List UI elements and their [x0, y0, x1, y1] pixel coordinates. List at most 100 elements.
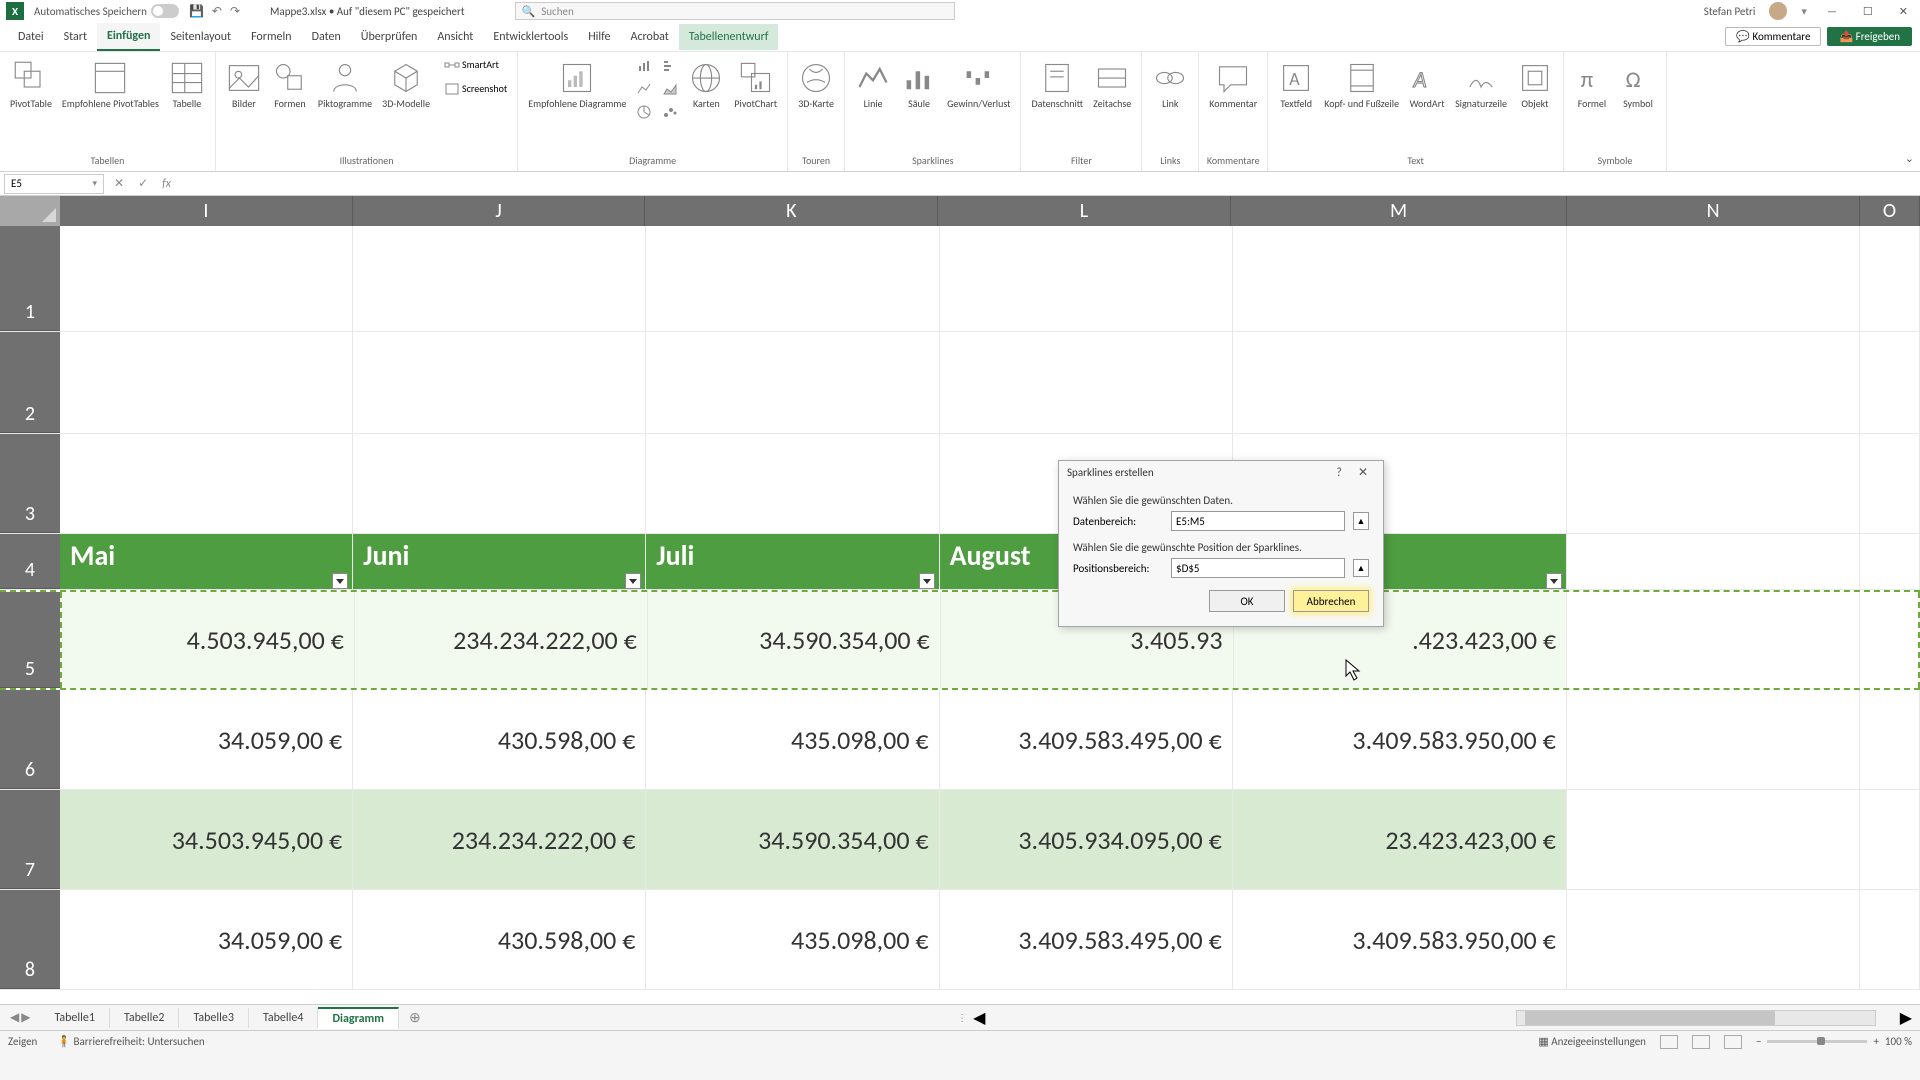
row-2[interactable]: 2 [0, 332, 60, 433]
cell[interactable]: 34.590.354,00 € [646, 790, 939, 889]
stab-2[interactable]: Tabelle2 [110, 1008, 180, 1028]
tool-karten[interactable]: Karten [684, 56, 728, 113]
name-box[interactable]: E5▾ [4, 174, 104, 194]
tool-saule[interactable]: Säule [897, 56, 941, 113]
cell[interactable]: 234.234.222,00 € [355, 592, 648, 688]
cell[interactable]: 34.503.945,00 € [60, 790, 353, 889]
chart-type-1[interactable] [632, 56, 656, 78]
ribbon-options-icon[interactable]: ▾ [1801, 5, 1807, 18]
chart-type-2[interactable] [632, 79, 656, 101]
split-icon[interactable]: ⋮ [957, 1011, 967, 1024]
row-7[interactable]: 7 [0, 790, 60, 889]
tool-tabelle[interactable]: Tabelle [165, 56, 209, 113]
chart-type-6[interactable] [658, 102, 682, 124]
view-pagebreak-icon[interactable] [1724, 1035, 1742, 1049]
tool-linie[interactable]: Linie [851, 56, 895, 113]
tool-wordart[interactable]: AWordArt [1405, 56, 1449, 113]
tab-prev-icon[interactable]: ◀ [10, 1010, 19, 1025]
close-icon[interactable]: ✕ [1351, 465, 1375, 480]
tool-pivottable[interactable]: PivotTable [6, 56, 56, 113]
formula-input[interactable] [175, 174, 1920, 194]
cell[interactable]: 3.409.583.950,00 € [1233, 690, 1567, 789]
range-select-icon[interactable]: ▲ [1353, 512, 1369, 530]
row-3[interactable]: 3 [0, 434, 60, 533]
view-normal-icon[interactable] [1660, 1035, 1678, 1049]
add-sheet-icon[interactable]: ⊕ [399, 1009, 431, 1026]
cell[interactable]: 23.423.423,00 € [1233, 790, 1567, 889]
tab-entwickler[interactable]: Entwicklertools [483, 24, 578, 50]
cell[interactable]: 234.234.222,00 € [353, 790, 646, 889]
zoom-level[interactable]: 100 % [1885, 1035, 1912, 1048]
scroll-right-icon[interactable]: ▶ [1900, 1008, 1912, 1028]
col-M[interactable]: M [1231, 196, 1567, 226]
tool-objekt[interactable]: Objekt [1513, 56, 1557, 113]
tool-link[interactable]: Link [1148, 56, 1192, 113]
chart-type-4[interactable] [658, 56, 682, 78]
tool-piktogramme[interactable]: Piktogramme [314, 56, 376, 113]
tool-formel[interactable]: πFormel [1570, 56, 1614, 113]
tab-start[interactable]: Start [54, 24, 97, 50]
positionsbereich-input[interactable] [1171, 558, 1345, 578]
row-6[interactable]: 6 [0, 690, 60, 789]
tab-tabellenentwurf[interactable]: Tabellenentwurf [679, 24, 779, 50]
maximize-button[interactable]: ☐ [1857, 5, 1879, 18]
row-5[interactable]: 5 [0, 592, 60, 688]
tool-pivotchart[interactable]: PivotChart [730, 56, 781, 113]
filter-icon[interactable] [625, 573, 641, 589]
view-pagelayout-icon[interactable] [1692, 1035, 1710, 1049]
cancel-button[interactable]: Abbrechen [1293, 590, 1369, 612]
cell[interactable]: 435.098,00 € [646, 890, 939, 989]
autosave-toggle[interactable] [151, 4, 179, 18]
row-8[interactable]: 8 [0, 890, 60, 989]
tab-uberprufen[interactable]: Überprüfen [351, 24, 428, 50]
col-J[interactable]: J [353, 196, 646, 226]
cell[interactable]: 4.503.945,00 € [60, 592, 355, 688]
tool-empf-diag[interactable]: Empfohlene Diagramme [524, 56, 630, 113]
tool-kommentar[interactable]: Kommentar [1205, 56, 1261, 113]
tab-seitenlayout[interactable]: Seitenlayout [160, 24, 241, 50]
enter-icon[interactable]: ✓ [134, 176, 152, 191]
cell[interactable]: 3.409.583.495,00 € [940, 890, 1233, 989]
row-4[interactable]: 4 [0, 534, 60, 589]
close-button[interactable]: ✕ [1893, 5, 1914, 18]
col-L[interactable]: L [938, 196, 1231, 226]
tool-smartart[interactable]: SmartArt [440, 56, 511, 78]
zoom-out-icon[interactable]: − [1756, 1035, 1761, 1048]
avatar[interactable] [1769, 2, 1787, 20]
zoom-control[interactable]: − + 100 % [1756, 1035, 1912, 1048]
cell[interactable]: 3.409.583.495,00 € [940, 690, 1233, 789]
search-box[interactable]: 🔍 Suchen [515, 2, 955, 20]
chart-type-3[interactable] [632, 102, 656, 124]
row-1[interactable]: 1 [0, 226, 60, 331]
zoom-in-icon[interactable]: + [1873, 1035, 1878, 1048]
tab-hilfe[interactable]: Hilfe [578, 24, 620, 50]
tool-zeitachse[interactable]: Zeitachse [1089, 56, 1135, 113]
tool-sig[interactable]: Signaturzeile [1451, 56, 1511, 113]
tool-gewinn[interactable]: Gewinn/Verlust [943, 56, 1014, 113]
filter-icon[interactable] [919, 573, 935, 589]
stab-4[interactable]: Tabelle4 [249, 1008, 319, 1028]
cell[interactable]: 430.598,00 € [353, 690, 646, 789]
cell[interactable]: 430.598,00 € [353, 890, 646, 989]
filter-icon[interactable] [1546, 573, 1562, 589]
select-all[interactable] [0, 196, 60, 226]
ok-button[interactable]: OK [1209, 590, 1285, 612]
tool-symbol[interactable]: ΩSymbol [1616, 56, 1660, 113]
tool-datenschnitt[interactable]: Datenschnitt [1027, 56, 1087, 113]
hdr-juli[interactable]: Juli [646, 534, 939, 589]
tab-formeln[interactable]: Formeln [241, 24, 301, 50]
databereich-input[interactable] [1171, 511, 1345, 531]
tab-daten[interactable]: Daten [302, 24, 351, 50]
tab-einfugen[interactable]: Einfügen [97, 23, 160, 51]
cell[interactable]: 3.409.583.950,00 € [1233, 890, 1567, 989]
cell[interactable]: 34.059,00 € [60, 890, 353, 989]
tool-formen[interactable]: Formen [268, 56, 312, 113]
cell[interactable]: 435.098,00 € [646, 690, 939, 789]
tab-datei[interactable]: Datei [8, 24, 54, 50]
stab-diagramm[interactable]: Diagramm [318, 1007, 399, 1029]
stab-1[interactable]: Tabelle1 [40, 1008, 110, 1028]
fx-icon[interactable]: fx [158, 177, 175, 191]
col-N[interactable]: N [1567, 196, 1860, 226]
tool-empf-pivot[interactable]: Empfohlene PivotTables [58, 56, 163, 113]
col-K[interactable]: K [645, 196, 938, 226]
